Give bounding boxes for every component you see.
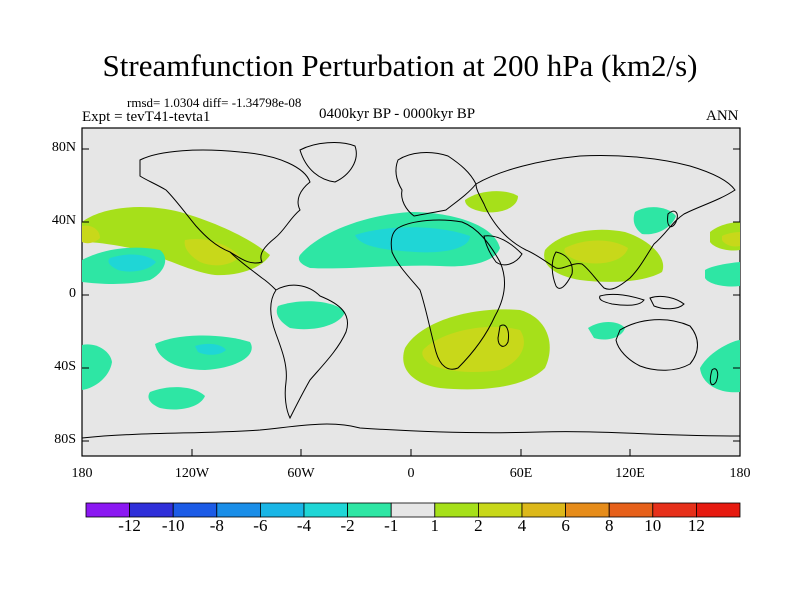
colorbar-box: [652, 502, 697, 518]
lon-label-120e: 120E: [615, 466, 645, 481]
colorbar-label: -1: [384, 516, 399, 535]
patch-eastpacific-neg: [705, 262, 740, 287]
patch-pacific-north-pos2: [184, 238, 240, 266]
lat-label-80S: 80S: [54, 432, 76, 447]
colorbar-label: 2: [474, 516, 483, 535]
patch-dateline-pos: [82, 225, 100, 244]
colorbar-label: 6: [561, 516, 570, 535]
colorbar-box: [434, 502, 479, 518]
axis-ticks: [81, 148, 741, 456]
lat-label-40S: 40S: [54, 359, 76, 374]
coast-australia: [615, 319, 698, 371]
colorbar-label: 12: [687, 516, 705, 535]
colorbar-box: [347, 502, 392, 518]
lon-label-180e: 180: [729, 466, 751, 481]
patch-eastpacific-pos-core: [722, 232, 740, 247]
lon-label-60e: 60E: [509, 466, 533, 481]
coast-north-america: [139, 149, 311, 264]
season-label: ANN: [706, 108, 739, 124]
patch-sa-neg: [276, 301, 345, 330]
colorbar-box: [172, 502, 218, 518]
colorbar-box: [521, 502, 566, 518]
coast-japan: [667, 210, 678, 228]
colorbar-box: [303, 502, 348, 518]
colorbar-label: 10: [644, 516, 662, 535]
colorbar-label: 4: [517, 516, 527, 535]
period-label: 0400kyr BP - 0000kyr BP: [319, 106, 476, 122]
colorbar-label: 1: [430, 516, 440, 535]
lon-label-180w: 180: [71, 466, 93, 481]
anomaly-patches: [82, 191, 740, 410]
lon-label-120w: 120W: [174, 466, 210, 481]
experiment-label: Expt = tevT41-tevta1: [82, 109, 211, 125]
chart-title: Streamfunction Perturbation at 200 hPa (…: [102, 48, 698, 83]
coast-indonesia: [599, 293, 645, 306]
colorbar-box: [259, 502, 305, 518]
rmsd-stats: rmsd= 1.0304 diff= -1.34798e-08: [127, 95, 302, 110]
coast-asia: [475, 154, 736, 290]
colorbar-box: [390, 502, 436, 518]
coast-antarctica: [81, 423, 741, 439]
patch-africa-south-pos-core: [422, 326, 524, 372]
patch-eastasia-neg: [633, 207, 676, 235]
colorbar-label: -10: [161, 516, 185, 535]
colorbar-label: -4: [296, 516, 312, 535]
patch-atlantic-neg-core: [355, 227, 470, 253]
lat-label-80N: 80N: [51, 140, 76, 155]
lon-label-60w: 60W: [287, 466, 315, 481]
patch-southatl-neg: [148, 387, 205, 410]
coast-india: [551, 251, 573, 289]
colorbar-box: [85, 502, 130, 518]
coast-africa: [390, 219, 506, 370]
lon-label-0: 0: [407, 466, 415, 481]
coast-greenland: [299, 142, 357, 183]
coastlines: [81, 142, 741, 439]
coast-new-guinea: [649, 295, 685, 310]
patch-pacific-neg-core: [108, 254, 156, 272]
colorbar-label: -8: [209, 516, 224, 535]
colorbar-label: 8: [604, 516, 614, 535]
coast-madagascar: [497, 324, 509, 347]
lat-label-40N: 40N: [51, 213, 76, 228]
colorbar-box: [696, 502, 741, 518]
colorbar: [85, 502, 741, 518]
colorbar-box: [477, 502, 523, 518]
colorbar-label: -2: [340, 516, 355, 535]
patch-sw-pacific-neg: [82, 344, 112, 390]
colorbar-box: [216, 502, 261, 518]
map-panel: [81, 127, 741, 457]
coast-south-america: [270, 284, 348, 420]
patch-se-pacific-neg-core: [195, 343, 226, 355]
colorbar-box: [608, 502, 654, 518]
coast-arabia: [483, 235, 523, 266]
coast-new-zealand: [709, 368, 719, 386]
colorbar-label: -6: [253, 516, 268, 535]
colorbar-label: -12: [118, 516, 141, 535]
patch-indian-neg: [588, 322, 625, 340]
patch-asia-pos-core: [564, 240, 628, 264]
lat-label-0: 0: [69, 286, 76, 301]
coast-central-america: [229, 251, 277, 291]
patch-europe-pos: [465, 191, 518, 213]
coast-europe: [395, 152, 477, 217]
colorbar-box: [565, 502, 610, 518]
colorbar-box: [129, 502, 174, 518]
